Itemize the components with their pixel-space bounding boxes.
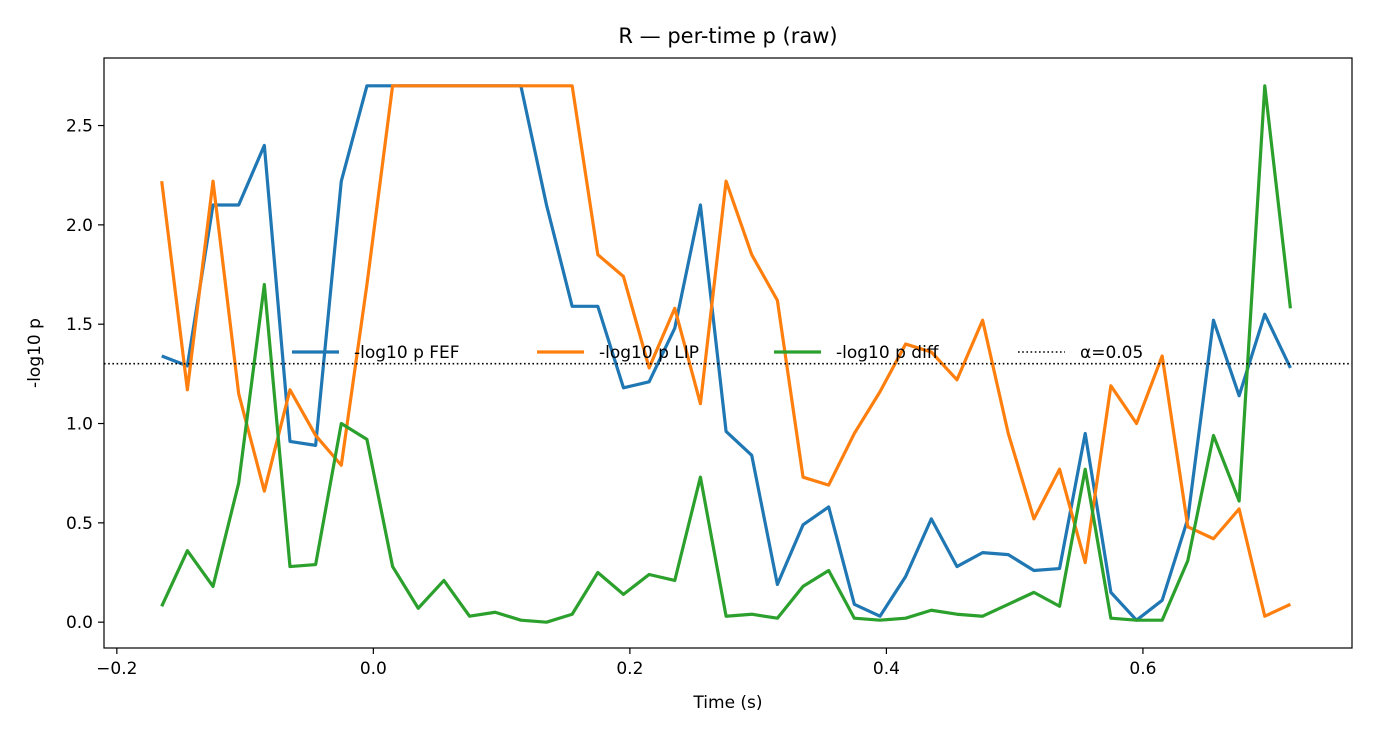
x-axis: −0.2 0.0 0.2 0.4 0.6	[96, 648, 1156, 679]
x-tick-label: 0.6	[1129, 659, 1156, 679]
x-axis-label: Time (s)	[692, 693, 762, 713]
series-line-0	[161, 84, 1292, 622]
y-tick-label: 1.0	[66, 415, 93, 435]
legend-label: α=0.05	[1080, 343, 1143, 363]
series-line-1	[160, 84, 1292, 618]
y-axis: 0.0 0.5 1.0 1.5 2.0 2.5	[66, 117, 104, 633]
plot-frame	[103, 57, 1353, 649]
y-tick-label: 2.0	[66, 216, 93, 236]
y-tick-label: 0.0	[66, 613, 93, 633]
legend: -log10 p FEF -log10 p LIP -log10 p diff α=0…	[292, 343, 1143, 363]
legend-label: -log10 p FEF	[354, 343, 460, 363]
y-tick-label: 0.5	[66, 514, 93, 534]
legend-label: -log10 p diff	[836, 343, 940, 363]
legend-label: -log10 p LIP	[599, 343, 699, 363]
x-tick-label: −0.2	[96, 659, 137, 679]
chart-title: R — per-time p (raw)	[618, 24, 837, 48]
plot-area	[104, 84, 1352, 624]
x-tick-label: 0.4	[873, 659, 900, 679]
y-tick-label: 1.5	[66, 315, 93, 335]
y-axis-label: -log10 p	[25, 318, 45, 388]
x-tick-label: 0.0	[360, 659, 387, 679]
x-tick-label: 0.2	[616, 659, 643, 679]
series-line-2	[160, 84, 1293, 624]
y-tick-label: 2.5	[66, 117, 93, 137]
